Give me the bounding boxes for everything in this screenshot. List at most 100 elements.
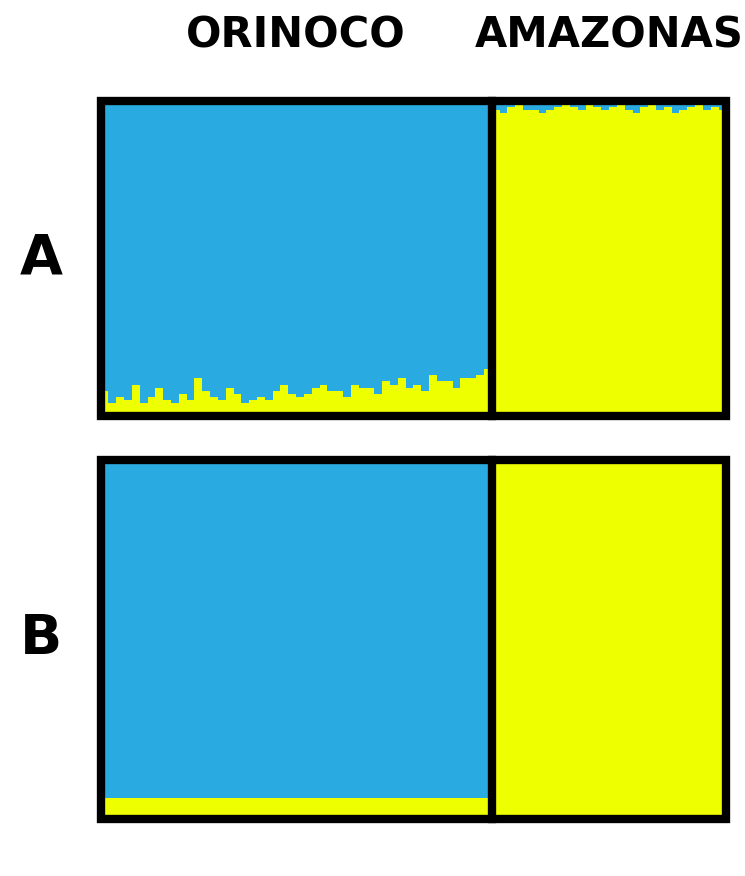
Bar bbox=[672, 101, 679, 113]
Bar bbox=[109, 460, 116, 797]
Bar bbox=[562, 460, 570, 819]
Bar bbox=[601, 101, 609, 110]
Bar bbox=[648, 460, 656, 819]
Bar bbox=[507, 107, 516, 416]
Bar bbox=[226, 460, 234, 797]
Bar bbox=[586, 101, 593, 104]
Bar bbox=[132, 797, 140, 819]
Bar bbox=[523, 110, 530, 416]
Bar bbox=[484, 460, 492, 797]
Bar bbox=[186, 400, 194, 416]
Bar bbox=[562, 104, 570, 416]
Bar bbox=[148, 101, 155, 397]
Bar bbox=[719, 110, 726, 416]
Bar bbox=[492, 110, 499, 416]
Bar bbox=[249, 101, 257, 400]
Bar bbox=[633, 101, 641, 113]
Bar bbox=[312, 101, 320, 388]
Bar bbox=[218, 797, 226, 819]
Text: ORINOCO: ORINOCO bbox=[186, 15, 406, 57]
Bar bbox=[148, 397, 155, 416]
Bar bbox=[234, 797, 241, 819]
Bar bbox=[351, 460, 359, 797]
Bar bbox=[343, 101, 351, 397]
Bar bbox=[422, 101, 429, 391]
Bar bbox=[523, 101, 530, 110]
Bar bbox=[460, 797, 469, 819]
Bar bbox=[469, 460, 476, 797]
Bar bbox=[429, 460, 437, 797]
Bar bbox=[390, 460, 398, 797]
Bar bbox=[422, 460, 429, 797]
Bar bbox=[124, 400, 132, 416]
Bar bbox=[265, 797, 273, 819]
Bar bbox=[297, 460, 304, 797]
Bar bbox=[453, 797, 460, 819]
Bar bbox=[375, 797, 382, 819]
Bar bbox=[570, 460, 578, 819]
Bar bbox=[539, 113, 547, 416]
Bar bbox=[617, 101, 625, 104]
Bar bbox=[249, 460, 257, 797]
Bar bbox=[116, 460, 124, 797]
Text: B: B bbox=[20, 612, 62, 667]
Bar bbox=[297, 101, 304, 397]
Bar bbox=[132, 460, 140, 797]
Bar bbox=[499, 101, 507, 113]
Bar bbox=[398, 460, 405, 797]
Bar bbox=[687, 460, 695, 819]
Bar bbox=[554, 101, 562, 107]
Bar bbox=[226, 797, 234, 819]
Bar bbox=[593, 107, 601, 416]
Bar bbox=[429, 797, 437, 819]
Bar bbox=[523, 460, 530, 819]
Bar bbox=[422, 797, 429, 819]
Bar bbox=[641, 460, 648, 819]
Bar bbox=[625, 101, 633, 110]
Bar bbox=[124, 460, 132, 797]
Bar bbox=[359, 460, 367, 797]
Bar bbox=[234, 101, 241, 394]
Bar bbox=[273, 797, 280, 819]
Bar bbox=[679, 101, 687, 110]
Bar bbox=[382, 101, 390, 381]
Bar bbox=[453, 460, 460, 797]
Bar bbox=[203, 101, 210, 391]
Bar bbox=[265, 460, 273, 797]
Bar bbox=[703, 460, 711, 819]
Bar bbox=[539, 101, 547, 113]
Bar bbox=[367, 388, 374, 416]
Bar bbox=[656, 101, 664, 110]
Bar bbox=[405, 460, 413, 797]
Bar bbox=[460, 460, 469, 797]
Bar bbox=[304, 394, 312, 416]
Bar bbox=[648, 101, 656, 104]
Bar bbox=[687, 101, 695, 107]
Bar bbox=[492, 101, 499, 110]
Bar bbox=[578, 460, 586, 819]
Bar bbox=[530, 110, 539, 416]
Bar bbox=[171, 101, 179, 404]
Bar bbox=[297, 397, 304, 416]
Bar bbox=[179, 101, 186, 394]
Bar bbox=[554, 107, 562, 416]
Bar bbox=[210, 397, 218, 416]
Bar bbox=[203, 460, 210, 797]
Bar bbox=[148, 797, 155, 819]
Bar bbox=[687, 107, 695, 416]
Bar bbox=[210, 797, 218, 819]
Bar bbox=[375, 101, 382, 394]
Bar bbox=[343, 397, 351, 416]
Bar bbox=[241, 797, 249, 819]
Bar bbox=[641, 107, 648, 416]
Bar bbox=[476, 375, 484, 416]
Bar bbox=[570, 107, 578, 416]
Bar bbox=[593, 101, 601, 107]
Bar bbox=[155, 460, 163, 797]
Bar bbox=[469, 101, 476, 378]
Bar bbox=[312, 797, 320, 819]
Bar bbox=[390, 101, 398, 385]
Bar bbox=[601, 110, 609, 416]
Bar bbox=[320, 797, 328, 819]
Bar bbox=[163, 797, 171, 819]
